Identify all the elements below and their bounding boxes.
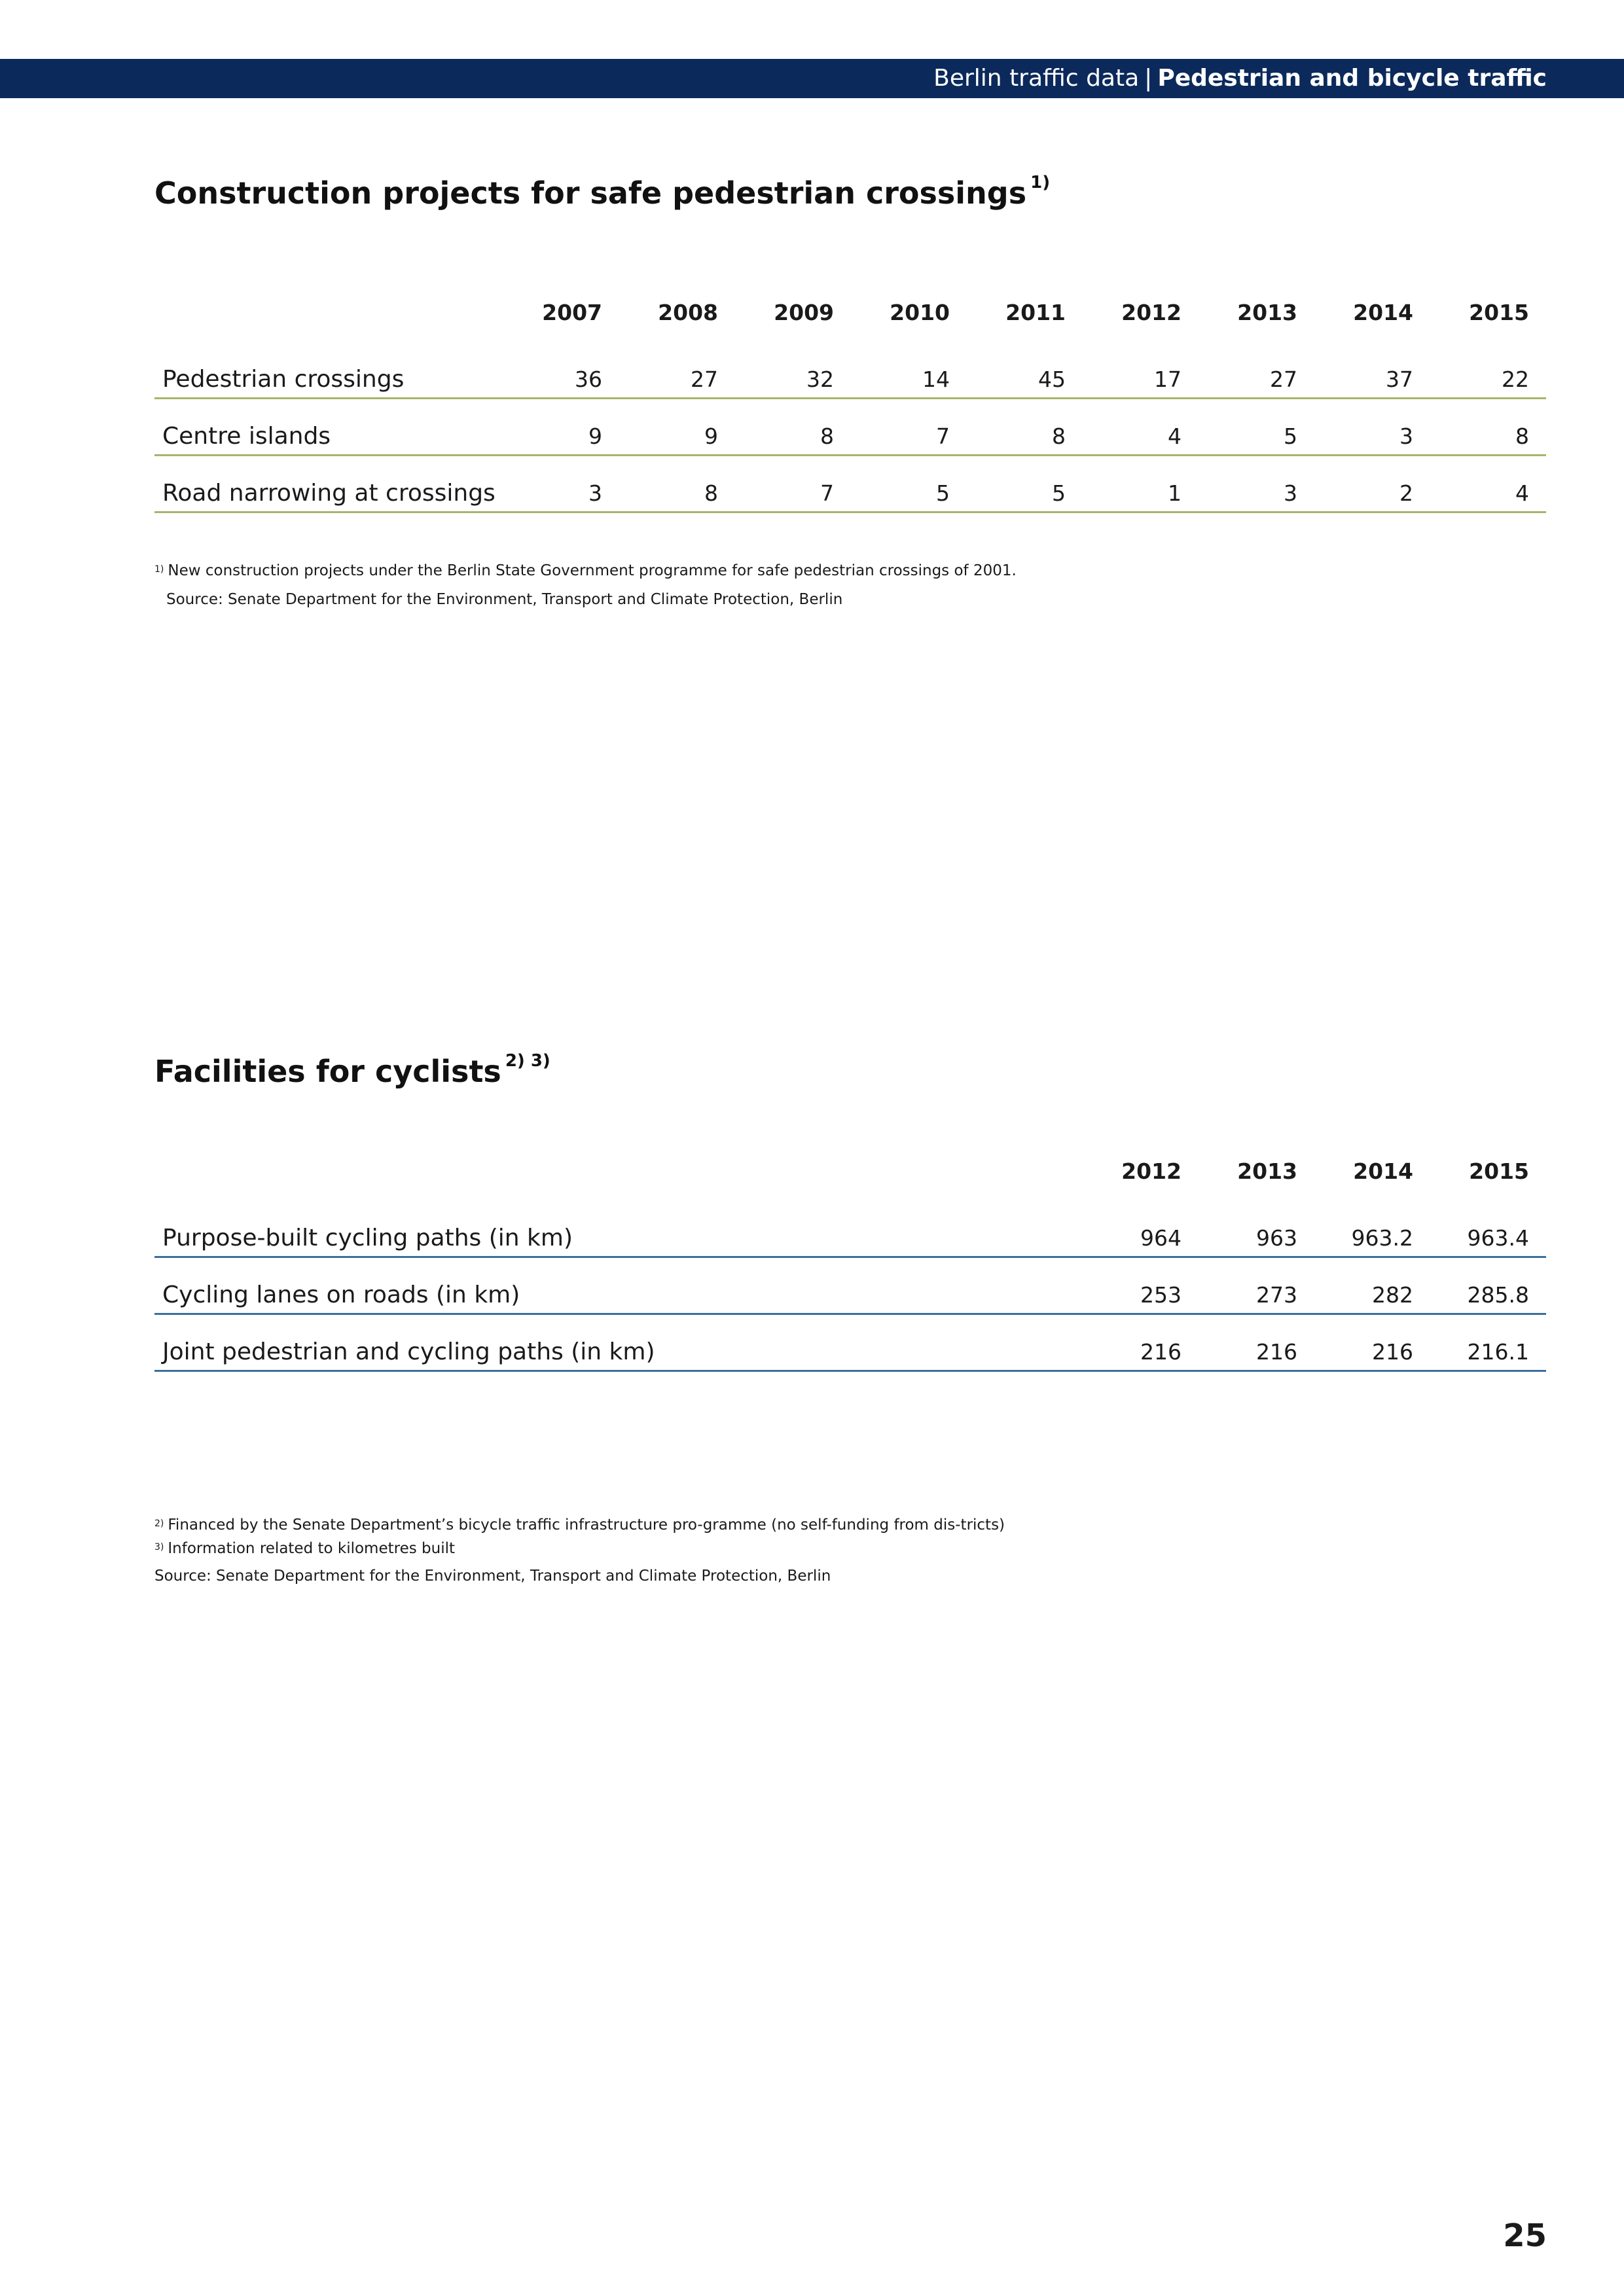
header-section: Berlin traffic data: [933, 65, 1140, 92]
table-cell: 4: [1168, 423, 1182, 449]
pedestrian-title-text: Construction projects for safe pedestria…: [154, 175, 1027, 211]
source-note: Source: Senate Department for the Enviro…: [166, 591, 843, 608]
table-cell: 285.8: [1467, 1282, 1529, 1308]
footnote-text: New construction projects under the Berl…: [168, 562, 1017, 579]
header-separator: |: [1144, 65, 1153, 92]
table-cell: 8: [820, 423, 834, 449]
footnote: 1) New construction projects under the Be…: [154, 556, 1017, 585]
year-header: 2008: [658, 300, 718, 325]
table-cell: 3: [588, 480, 602, 506]
year-header: 2013: [1237, 1158, 1297, 1184]
table-row: Pedestrian crossings 36 27 32 14 45 17 2…: [154, 342, 1546, 399]
year-header: 2007: [542, 300, 602, 325]
table-row: Centre islands 9 9 8 7 8 4 5 3 8: [154, 399, 1546, 456]
table-row: Joint pedestrian and cycling paths (in k…: [154, 1315, 1546, 1372]
table-cell: 963.2: [1351, 1225, 1413, 1251]
year-header: 2012: [1121, 1158, 1182, 1184]
table-cell: 5: [936, 480, 950, 506]
table-cell: 282: [1372, 1282, 1413, 1308]
table-cell: 3: [1399, 423, 1413, 449]
table-cell: 8: [1515, 423, 1529, 449]
table-cell: 37: [1386, 367, 1413, 392]
table-cell: 27: [691, 367, 718, 392]
year-header: 2014: [1353, 1158, 1413, 1184]
table-cell: 8: [704, 480, 718, 506]
table-cell: 8: [1052, 423, 1066, 449]
table-cell: 4: [1515, 480, 1529, 506]
pedestrian-table: 2007 2008 2009 2010 2011 2012 2013 2014 …: [154, 283, 1546, 513]
year-header: 2012: [1121, 300, 1182, 325]
table-cell: 964: [1140, 1225, 1182, 1251]
table-cell: 273: [1256, 1282, 1297, 1308]
table-cell: 253: [1140, 1282, 1182, 1308]
table-cell: 9: [704, 423, 718, 449]
pedestrian-footnotes: 1) New construction projects under the Be…: [154, 556, 1017, 614]
row-label: Centre islands: [162, 423, 331, 450]
table-cell: 5: [1052, 480, 1066, 506]
table-cell: 1: [1168, 480, 1182, 506]
year-header: 2010: [890, 300, 950, 325]
footnote-text: Financed by the Senate Department’s bicy…: [168, 1516, 1005, 1534]
table-cell: 5: [1284, 423, 1297, 449]
table-cell: 963.4: [1467, 1225, 1529, 1251]
year-header: 2015: [1469, 1158, 1529, 1184]
table-cell: 216.1: [1467, 1339, 1529, 1365]
footnote: 3) Information related to kilometres buil…: [154, 1537, 1005, 1560]
table-row: Purpose-built cycling paths (in km) 964 …: [154, 1201, 1546, 1258]
table-cell: 45: [1038, 367, 1066, 392]
table-cell: 2: [1399, 480, 1413, 506]
footnote-marker: 2): [154, 1518, 164, 1529]
header-text: Berlin traffic data | Pedestrian and bicyc…: [933, 59, 1547, 98]
year-header: 2011: [1005, 300, 1066, 325]
page-number: 25: [1503, 2217, 1547, 2254]
row-label: Pedestrian crossings: [162, 366, 405, 393]
row-label: Cycling lanes on roads (in km): [162, 1282, 520, 1308]
table-cell: 7: [936, 423, 950, 449]
footnote-marker: 1): [154, 564, 164, 575]
source-note: Source: Senate Department for the Enviro…: [154, 1568, 831, 1585]
table-cell: 22: [1502, 367, 1529, 392]
table-cell: 216: [1140, 1339, 1182, 1365]
year-header: 2014: [1353, 300, 1413, 325]
table-cell: 17: [1154, 367, 1182, 392]
footnote-marker: 3): [154, 1542, 164, 1552]
row-label: Road narrowing at crossings: [162, 480, 496, 507]
year-header: 2009: [774, 300, 834, 325]
pedestrian-title-footnote-ref: 1): [1030, 173, 1051, 192]
table-row: Road narrowing at crossings 3 8 7 5 5 1 …: [154, 456, 1546, 513]
cyclist-table-title: Facilities for cyclists 2) 3): [154, 1051, 550, 1089]
table-cell: 216: [1372, 1339, 1413, 1365]
table-cell: 14: [922, 367, 950, 392]
table-row: Cycling lanes on roads (in km) 253 273 2…: [154, 1258, 1546, 1315]
footnote-text: Information related to kilometres built: [168, 1540, 456, 1557]
year-header: 2015: [1469, 300, 1529, 325]
header-chapter: Pedestrian and bicycle traffic: [1157, 65, 1547, 92]
table-cell: 963: [1256, 1225, 1297, 1251]
year-header: 2013: [1237, 300, 1297, 325]
cyclist-title-text: Facilities for cyclists: [154, 1054, 501, 1089]
table-cell: 3: [1284, 480, 1297, 506]
table-cell: 32: [806, 367, 834, 392]
table-cell: 216: [1256, 1339, 1297, 1365]
cyclist-table: 2012 2013 2014 2015 Purpose-built cyclin…: [154, 1142, 1546, 1372]
footnote: 2) Financed by the Senate Department’s bi…: [154, 1513, 1005, 1537]
row-label: Purpose-built cycling paths (in km): [162, 1225, 573, 1251]
table-cell: 7: [820, 480, 834, 506]
cyclist-footnotes: 2) Financed by the Senate Department’s bi…: [154, 1513, 1005, 1588]
pedestrian-table-header: 2007 2008 2009 2010 2011 2012 2013 2014 …: [154, 283, 1546, 342]
pedestrian-table-title: Construction projects for safe pedestria…: [154, 173, 1051, 211]
cyclist-table-header: 2012 2013 2014 2015: [154, 1142, 1546, 1201]
table-cell: 27: [1270, 367, 1297, 392]
cyclist-title-footnote-ref: 2) 3): [505, 1051, 550, 1071]
row-label: Joint pedestrian and cycling paths (in k…: [162, 1338, 655, 1365]
header-band: Berlin traffic data | Pedestrian and bicyc…: [0, 59, 1624, 98]
table-cell: 9: [588, 423, 602, 449]
table-cell: 36: [575, 367, 602, 392]
